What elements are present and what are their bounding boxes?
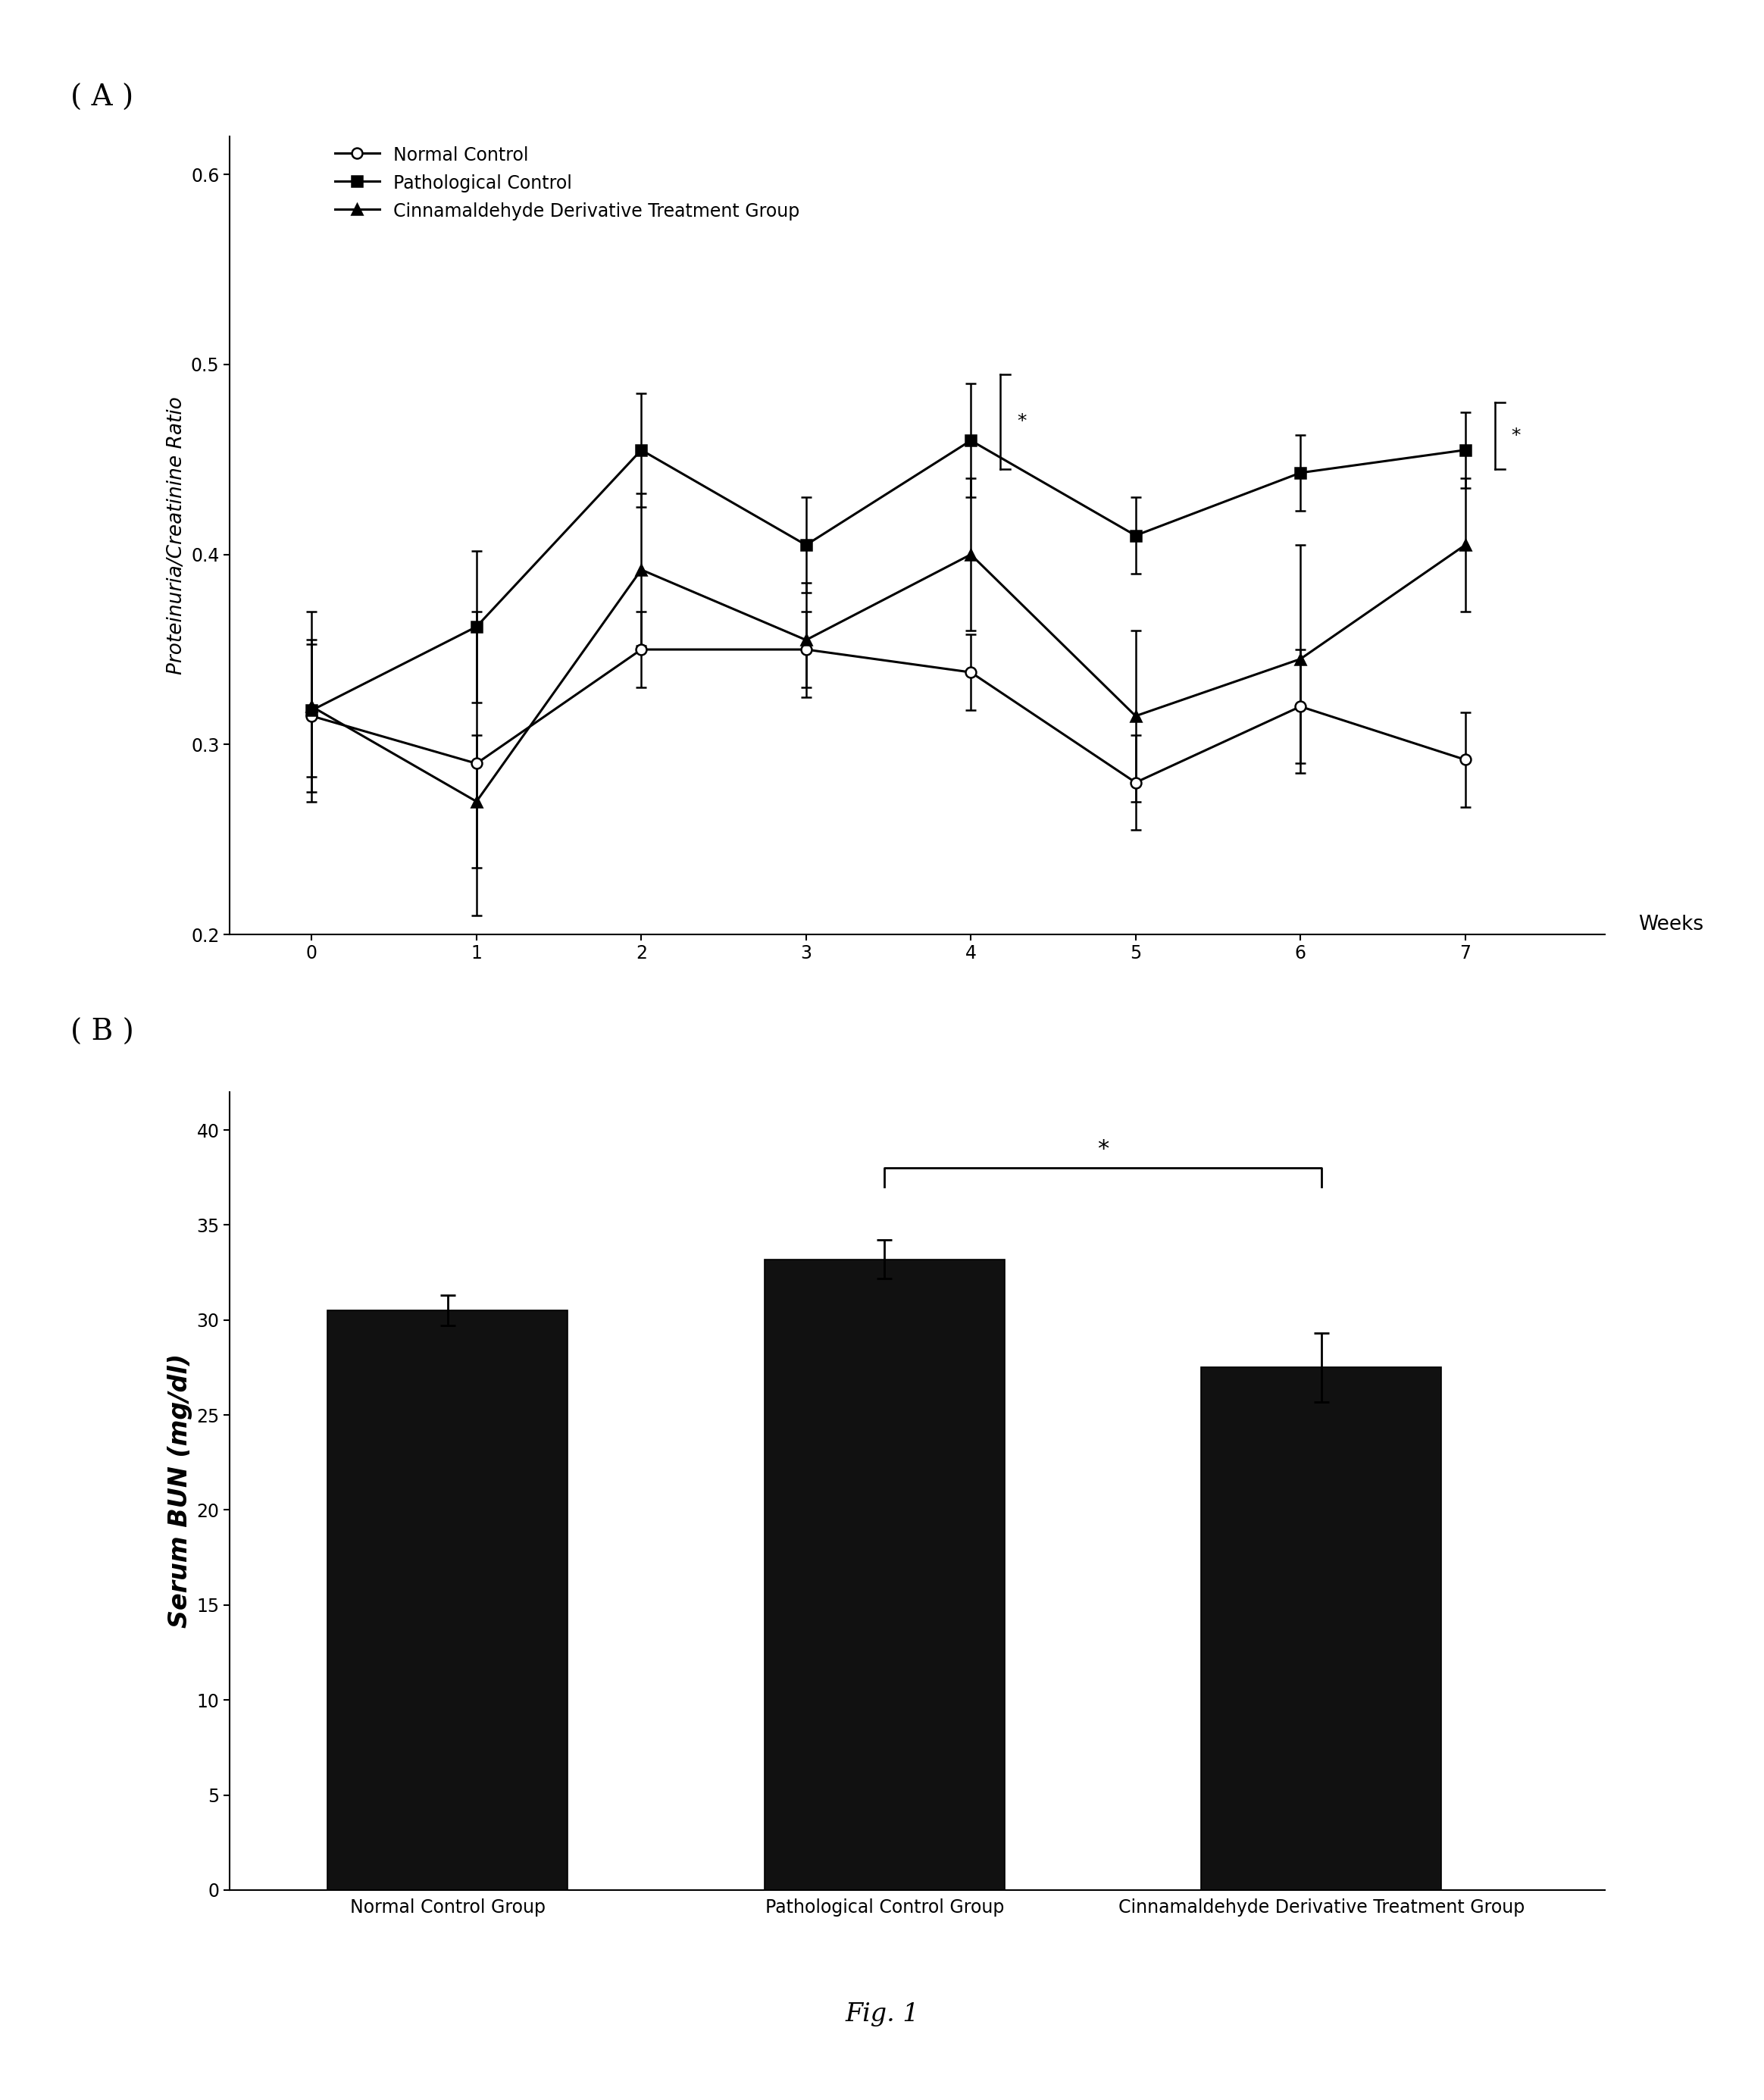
Y-axis label: Serum BUN (mg/dl): Serum BUN (mg/dl) bbox=[168, 1354, 192, 1628]
Bar bbox=[1201, 1367, 1441, 1890]
Text: *: * bbox=[1512, 426, 1521, 445]
Text: ( B ): ( B ) bbox=[71, 1018, 134, 1046]
Text: *: * bbox=[1018, 412, 1027, 430]
Text: Weeks: Weeks bbox=[1639, 916, 1704, 934]
Bar bbox=[328, 1310, 568, 1890]
Text: ( A ): ( A ) bbox=[71, 84, 134, 111]
Text: Fig. 1: Fig. 1 bbox=[845, 2001, 919, 2026]
Y-axis label: Proteinuria/Creatinine Ratio: Proteinuria/Creatinine Ratio bbox=[168, 397, 187, 674]
Bar bbox=[764, 1260, 1005, 1890]
Text: *: * bbox=[1097, 1138, 1110, 1161]
Legend: Normal Control, Pathological Control, Cinnamaldehyde Derivative Treatment Group: Normal Control, Pathological Control, Ci… bbox=[335, 145, 799, 220]
